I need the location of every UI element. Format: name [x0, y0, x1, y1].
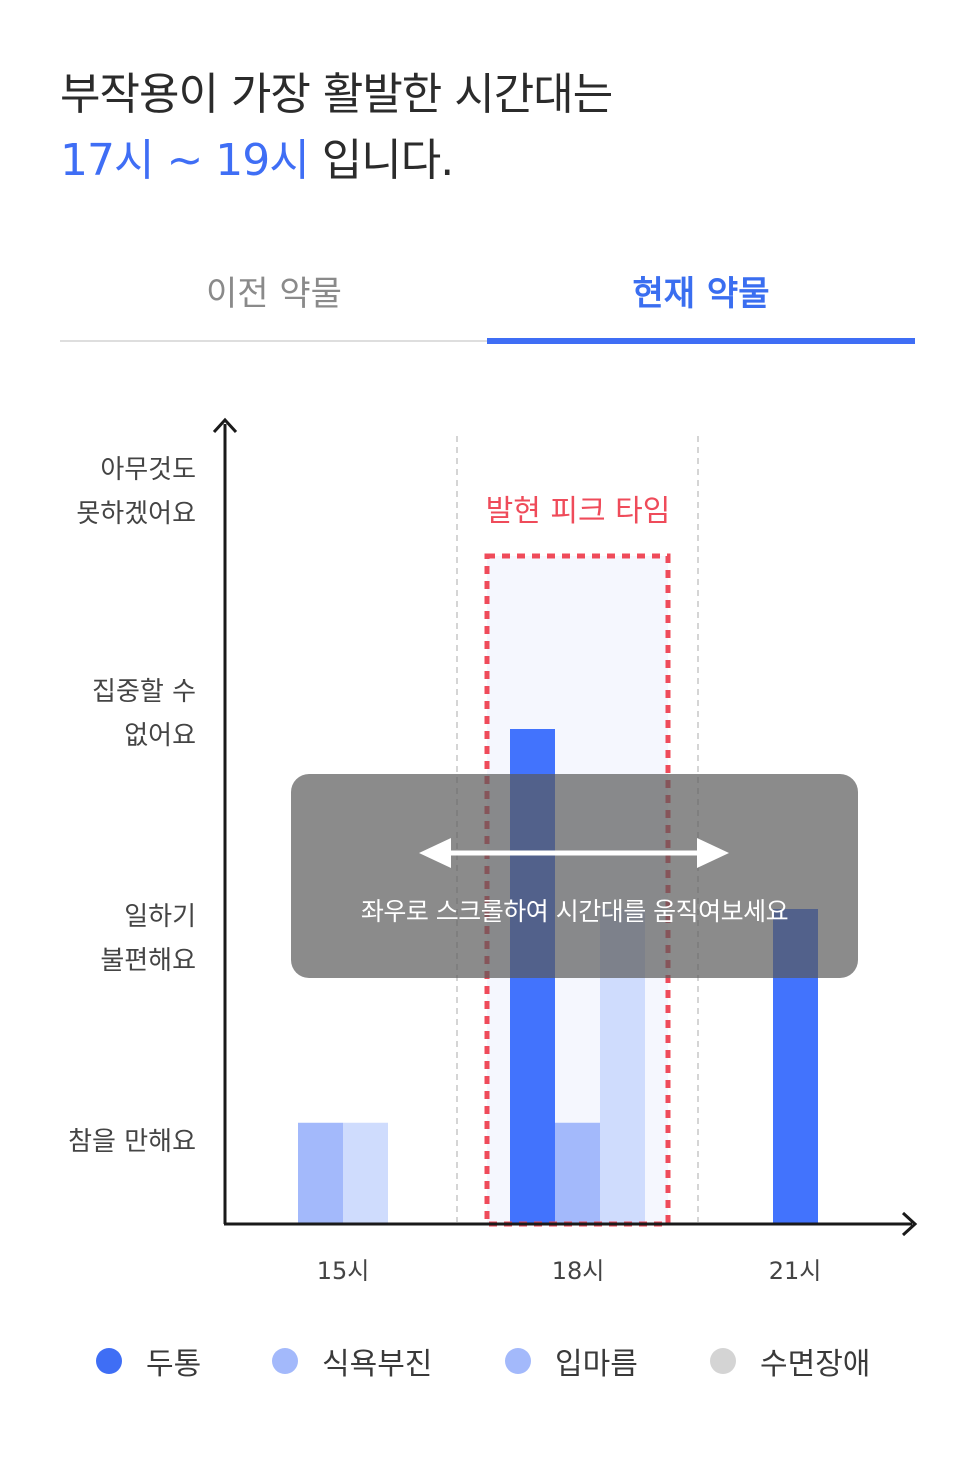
- scroll-hint-overlay[interactable]: 좌우로 스크롤하여 시간대를 움직여보세요: [291, 774, 858, 978]
- legend-label: 두통: [146, 1347, 202, 1382]
- headline: 부작용이 가장 활발한 시간대는 17시 ~ 19시 입니다.: [60, 62, 613, 194]
- legend-item-sleep-disorder: 수면장애: [710, 1336, 870, 1386]
- headline-line-1: 부작용이 가장 활발한 시간대는: [60, 69, 613, 120]
- y-label-level-3: 집중할 수 없어요: [92, 677, 196, 751]
- x-axis-arrow: [901, 1211, 918, 1237]
- peak-time-highlight: 17시 ~ 19시: [60, 135, 310, 186]
- legend-item-headache: 두통: [96, 1336, 201, 1386]
- y-axis-arrow: [212, 417, 238, 434]
- left-right-arrow-icon: [419, 838, 729, 868]
- headline-suffix: 입니다.: [308, 135, 454, 186]
- side-effect-chart[interactable]: 발현 피크 타임 15시 18시 21시: [0, 0, 972, 1300]
- x-tick-15: 15시: [317, 1257, 370, 1285]
- y-label-level-1: 참을 만해요: [68, 1127, 196, 1157]
- y-label-level-2: 일하기 불편해요: [100, 902, 196, 976]
- peak-time-label: 발현 피크 타임: [486, 494, 671, 529]
- legend-item-dry-mouth: 입마름: [505, 1336, 638, 1386]
- legend-dot: [272, 1348, 298, 1374]
- legend-dot: [96, 1348, 122, 1374]
- legend-dot: [505, 1348, 531, 1374]
- tab-current-drug[interactable]: 현재 약물: [487, 262, 915, 344]
- drug-tabs: 이전 약물 현재 약물: [60, 262, 915, 344]
- legend-item-appetite-loss: 식욕부진: [272, 1336, 432, 1386]
- legend-dot: [710, 1348, 736, 1374]
- y-label-level-4: 아무것도 못하겠어요: [76, 455, 196, 529]
- x-tick-18: 18시: [552, 1257, 605, 1285]
- bar-15시-1: [298, 1122, 343, 1224]
- tab-previous-drug[interactable]: 이전 약물: [60, 262, 488, 342]
- bar-15시-2: [343, 1122, 388, 1224]
- legend-label: 수면장애: [760, 1347, 871, 1382]
- bar-18시-1: [555, 1122, 600, 1224]
- x-tick-21: 21시: [769, 1257, 822, 1285]
- scroll-hint-text: 좌우로 스크롤하여 시간대를 움직여보세요: [360, 897, 789, 926]
- legend-label: 식욕부진: [322, 1347, 433, 1382]
- headline-line-2: 17시 ~ 19시 입니다.: [60, 128, 612, 194]
- legend-label: 입마름: [555, 1347, 638, 1382]
